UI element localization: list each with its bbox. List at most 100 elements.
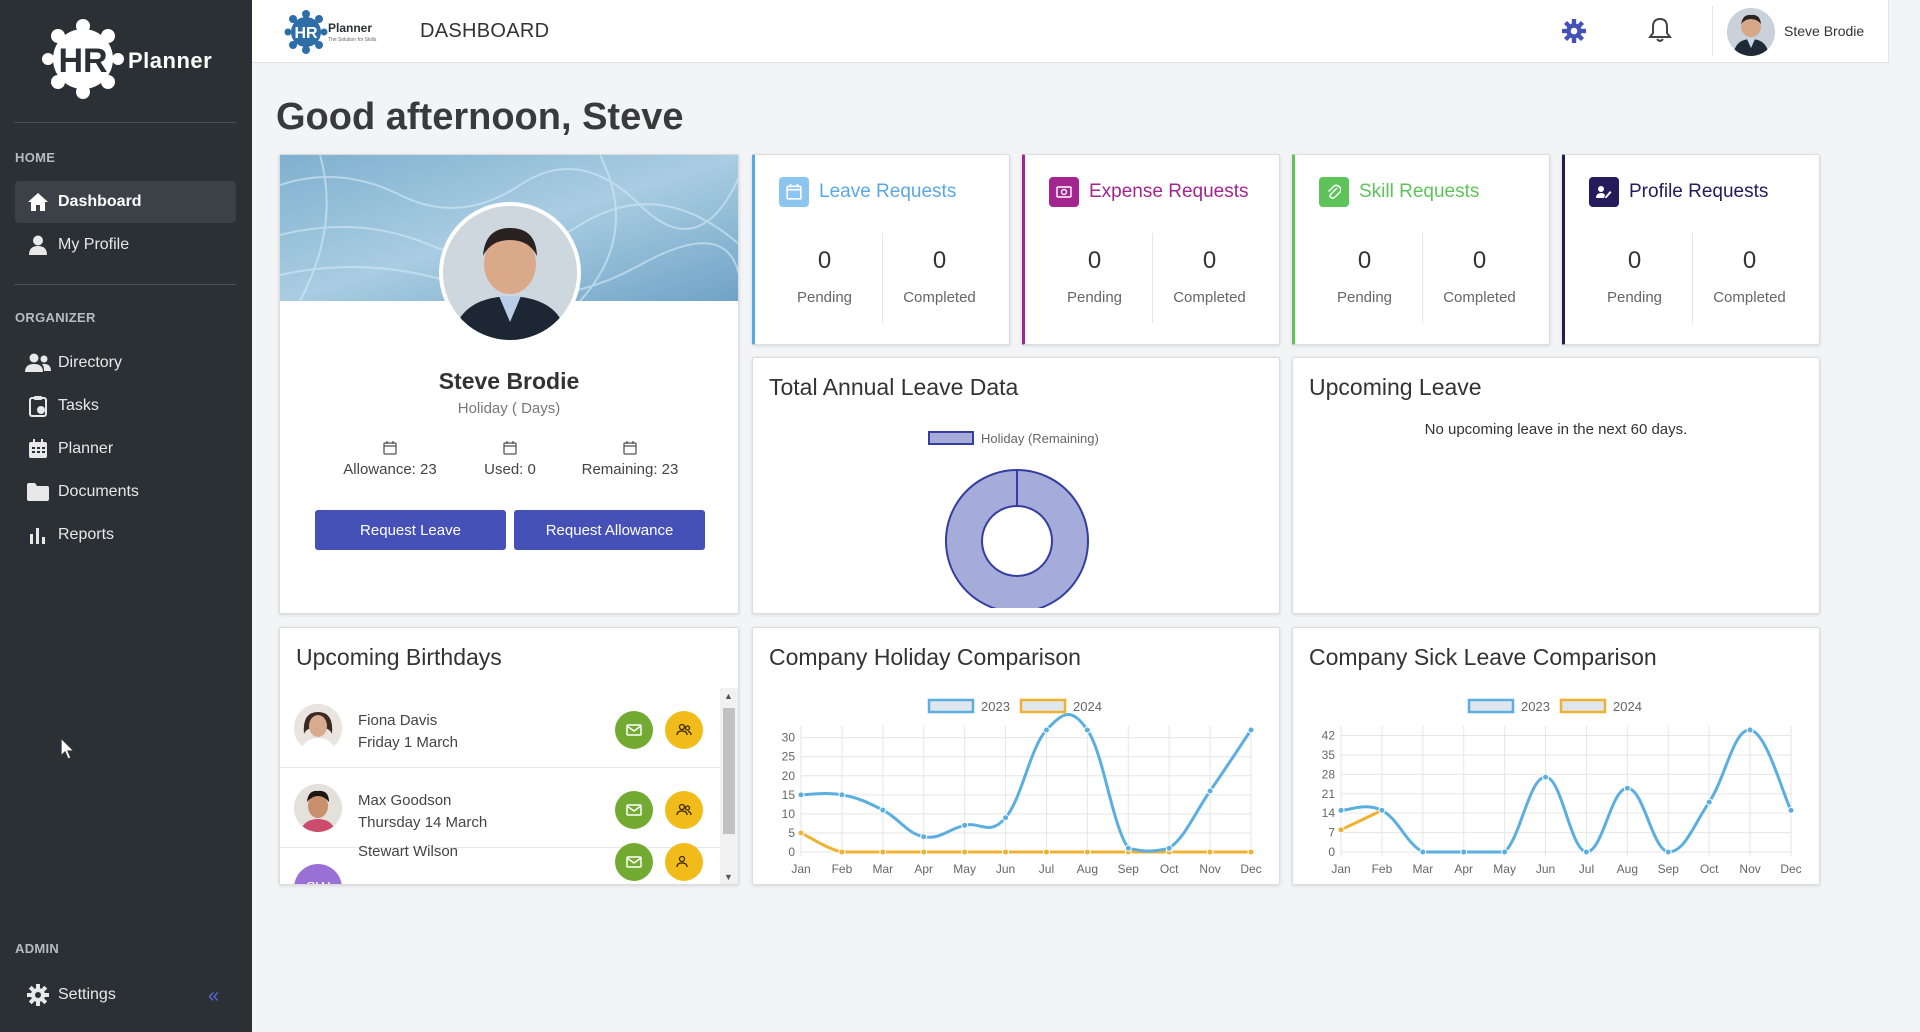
mail-icon [626,856,642,868]
data-point-2023[interactable] [1542,773,1550,781]
avatar: SW [294,864,342,884]
data-point-2023[interactable] [1705,798,1713,806]
sidebar-item-tasks[interactable]: Tasks [15,385,236,427]
y-tick-label: 15 [782,788,796,802]
sidebar-item-documents[interactable]: Documents [15,471,236,513]
email-button[interactable] [615,791,653,829]
section-admin: ADMIN [15,941,60,956]
x-tick-label: Apr [914,862,933,876]
logo-hr-text: HR [58,42,107,80]
notification-bell-icon[interactable] [1648,17,1672,48]
hr-planner-logo[interactable]: HR Planner [40,18,220,100]
profile-requests-card[interactable]: Profile Requests 0 Pending 0 Completed [1562,154,1820,345]
expense-requests-card[interactable]: Expense Requests 0 Pending 0 Completed [1022,154,1280,345]
collapse-sidebar-button[interactable]: « [208,985,220,1007]
data-point-2023[interactable] [1165,844,1173,852]
sidebar-item-label: My Profile [58,236,130,253]
request-allowance-button[interactable]: Request Allowance [514,510,705,550]
data-point-2023[interactable] [838,791,846,799]
avatar [294,784,342,832]
y-tick-label: 5 [788,826,795,840]
data-point-2024[interactable] [879,848,887,856]
data-point-2023[interactable] [1419,848,1427,856]
data-point-2023[interactable] [879,806,887,814]
sidebar-item-my-profile[interactable]: My Profile [15,224,236,266]
sidebar-item-reports[interactable]: Reports [15,514,236,556]
data-point-2024[interactable] [920,848,928,856]
data-point-2024[interactable] [961,848,969,856]
request-leave-button[interactable]: Request Leave [315,510,506,550]
donut-slice-holiday-remaining[interactable] [944,469,1089,608]
data-point-2024[interactable] [797,829,805,837]
calendar-icon [503,441,517,455]
data-point-2024[interactable] [1206,848,1214,856]
pending-count: 0 [817,247,832,274]
sidebar-item-planner[interactable]: Planner [15,428,236,470]
avatar-initials: SW [294,864,342,884]
data-point-2023[interactable] [797,791,805,799]
data-point-2023[interactable] [1247,726,1255,734]
skill-requests-card[interactable]: Skill Requests 0 Pending 0 Completed [1292,154,1550,345]
data-point-2024[interactable] [1042,848,1050,856]
scroll-up-icon[interactable]: ▲ [724,691,733,701]
data-point-2023[interactable] [1623,784,1631,792]
profile-button[interactable] [665,711,703,749]
data-point-2023[interactable] [1206,787,1214,795]
profile-button[interactable] [665,791,703,829]
data-point-2023[interactable] [1582,848,1590,856]
legend-label-2024[interactable]: 2024 [1613,699,1642,714]
legend-label[interactable]: Holiday (Remaining) [981,431,1099,446]
legend-label-2023[interactable]: 2023 [1521,699,1550,714]
data-point-2023[interactable] [1787,806,1795,814]
profile-requests-title: Profile Requests [1629,181,1769,202]
data-point-2023[interactable] [1124,844,1132,852]
leave-completed: 0 Completed [882,247,997,306]
data-point-2023[interactable] [1664,848,1672,856]
sidebar-item-label: Directory [58,354,123,371]
x-tick-label: Jul [1579,862,1594,876]
sidebar-item-label: Planner [58,440,114,457]
birthday-name: Max Goodson [358,792,452,809]
data-point-2024[interactable] [1002,848,1010,856]
expense-requests-header: Expense Requests [1049,177,1249,207]
data-point-2024[interactable] [1337,826,1345,834]
data-point-2023[interactable] [1746,726,1754,734]
header-logo[interactable]: HR Planner The Solution for Skills [284,10,394,54]
legend-label-2023[interactable]: 2023 [981,699,1010,714]
sidebar-item-settings[interactable]: Settings [15,974,236,1016]
settings-gear-icon[interactable] [1562,19,1586,48]
data-point-2023[interactable] [1378,806,1386,814]
folder-icon [25,481,51,503]
data-point-2023[interactable] [1002,814,1010,822]
scroll-thumb[interactable] [723,708,735,834]
data-point-2023[interactable] [920,833,928,841]
series-line-2023 [800,713,1253,853]
header-logo-tagline: The Solution for Skills [328,37,377,43]
data-point-2024[interactable] [1247,848,1255,856]
x-tick-label: Nov [1199,862,1220,876]
user-avatar[interactable] [1727,8,1775,56]
legend-swatch-2023 [927,698,975,714]
profile-button[interactable] [665,843,703,881]
scroll-down-icon[interactable]: ▼ [724,872,733,882]
birthdays-scrollbar[interactable]: ▲ ▼ [720,688,738,884]
data-point-2023[interactable] [1337,806,1345,814]
sidebar-item-dashboard[interactable]: Dashboard [15,181,236,223]
user-name[interactable]: Steve Brodie [1784,23,1865,39]
data-point-2023[interactable] [1083,726,1091,734]
email-button[interactable] [615,711,653,749]
data-point-2023[interactable] [1501,848,1509,856]
data-point-2023[interactable] [1042,726,1050,734]
email-button[interactable] [615,843,653,881]
data-point-2024[interactable] [838,848,846,856]
data-point-2023[interactable] [961,821,969,829]
data-point-2024[interactable] [1083,848,1091,856]
sidebar-item-directory[interactable]: Directory [15,342,236,384]
list-item: SW Stewart Wilson [280,843,720,884]
section-organizer: ORGANIZER [15,310,96,325]
data-point-2023[interactable] [1460,848,1468,856]
leave-requests-card[interactable]: Leave Requests 0 Pending 0 Completed [752,154,1010,345]
y-tick-label: 20 [782,769,796,783]
legend-label-2024[interactable]: 2024 [1073,699,1102,714]
calendar-icon [623,441,637,455]
